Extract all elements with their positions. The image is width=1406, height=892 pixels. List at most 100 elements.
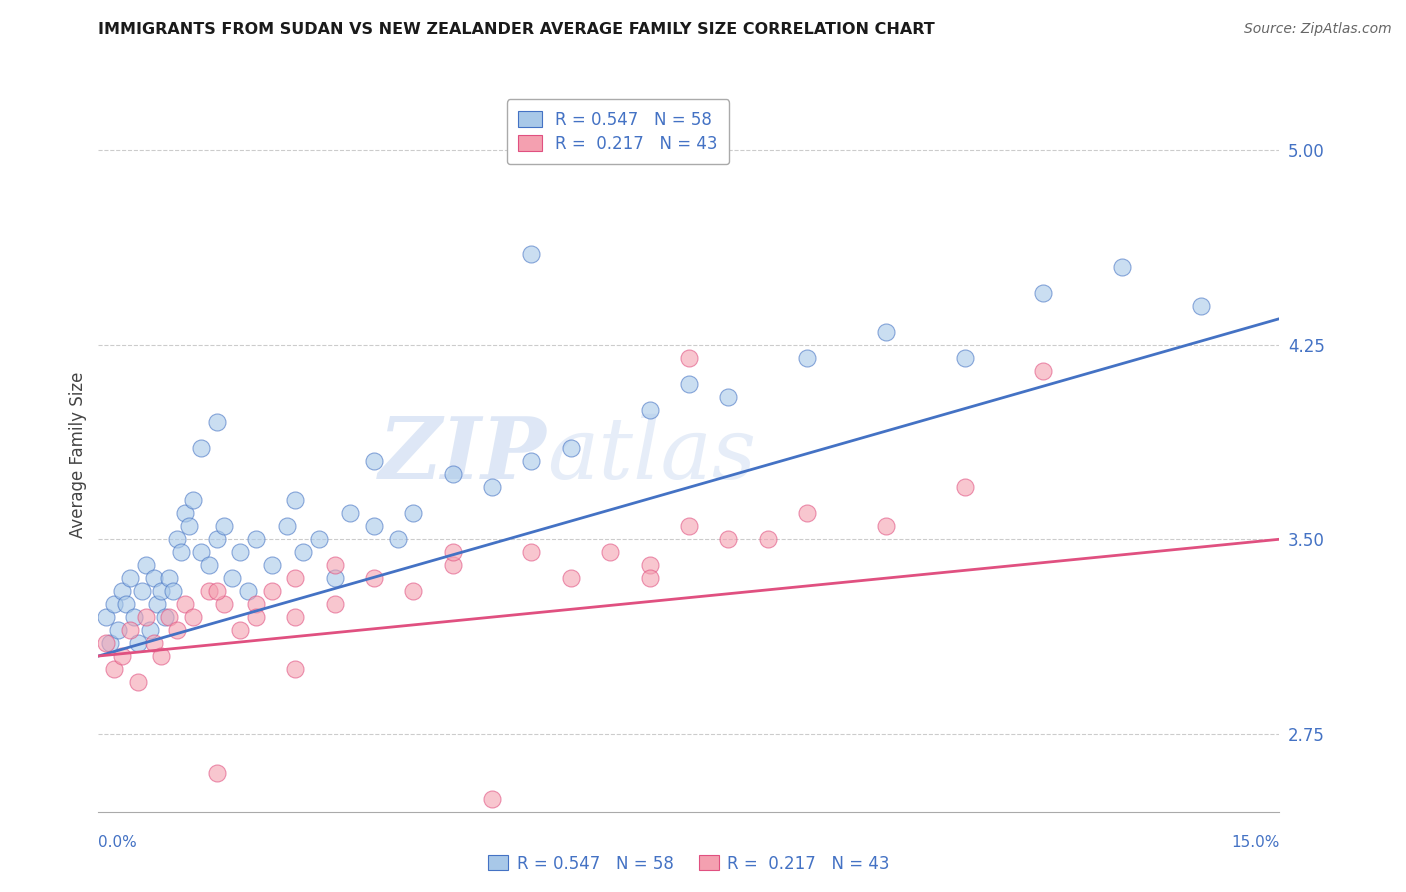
Point xyxy=(142,571,165,585)
Point xyxy=(284,662,307,676)
Point xyxy=(155,610,177,624)
Text: 0.0%: 0.0% xyxy=(98,836,138,850)
Point xyxy=(229,623,252,637)
Point xyxy=(181,493,204,508)
Point xyxy=(135,610,157,624)
Point xyxy=(166,533,188,547)
Point xyxy=(131,584,153,599)
Text: 15.0%: 15.0% xyxy=(1232,836,1279,850)
Point xyxy=(363,571,385,585)
Point xyxy=(118,571,141,585)
Point xyxy=(756,533,779,547)
Point xyxy=(103,597,125,611)
Point xyxy=(953,351,976,365)
Point xyxy=(157,571,180,585)
Point xyxy=(96,636,118,650)
Point xyxy=(127,636,149,650)
Point xyxy=(111,584,134,599)
Point xyxy=(953,480,976,494)
Point xyxy=(135,558,157,573)
Text: ZIP: ZIP xyxy=(380,413,547,497)
Point xyxy=(481,791,503,805)
Point xyxy=(284,571,307,585)
Point xyxy=(142,636,165,650)
Legend: R = 0.547   N = 58, R =  0.217   N = 43: R = 0.547 N = 58, R = 0.217 N = 43 xyxy=(506,99,730,164)
Point xyxy=(796,506,818,520)
Point xyxy=(402,584,425,599)
Point xyxy=(174,506,197,520)
Point xyxy=(520,454,543,468)
Point xyxy=(323,558,346,573)
Point xyxy=(875,519,897,533)
Point xyxy=(214,597,236,611)
Point xyxy=(717,390,740,404)
Point xyxy=(308,533,330,547)
Point xyxy=(236,584,259,599)
Point xyxy=(205,416,228,430)
Point xyxy=(138,623,160,637)
Point xyxy=(284,610,307,624)
Point xyxy=(127,675,149,690)
Point xyxy=(157,610,180,624)
Point xyxy=(875,325,897,339)
Point xyxy=(107,623,129,637)
Point xyxy=(166,623,188,637)
Point xyxy=(339,506,361,520)
Point xyxy=(638,571,661,585)
Point xyxy=(520,247,543,261)
Point xyxy=(98,636,121,650)
Point xyxy=(146,597,169,611)
Legend: R = 0.547   N = 58, R =  0.217   N = 43: R = 0.547 N = 58, R = 0.217 N = 43 xyxy=(482,848,896,880)
Point xyxy=(96,610,118,624)
Point xyxy=(221,571,243,585)
Point xyxy=(796,351,818,365)
Point xyxy=(678,376,700,391)
Point xyxy=(170,545,193,559)
Point xyxy=(197,584,219,599)
Point xyxy=(150,648,173,663)
Point xyxy=(260,584,283,599)
Point xyxy=(363,519,385,533)
Point xyxy=(481,480,503,494)
Point xyxy=(363,454,385,468)
Point xyxy=(1111,260,1133,274)
Point xyxy=(197,558,219,573)
Point xyxy=(638,558,661,573)
Point xyxy=(323,571,346,585)
Point xyxy=(245,533,267,547)
Point xyxy=(276,519,298,533)
Point xyxy=(717,533,740,547)
Point xyxy=(177,519,200,533)
Point xyxy=(214,519,236,533)
Point xyxy=(441,558,464,573)
Text: IMMIGRANTS FROM SUDAN VS NEW ZEALANDER AVERAGE FAMILY SIZE CORRELATION CHART: IMMIGRANTS FROM SUDAN VS NEW ZEALANDER A… xyxy=(98,22,935,37)
Point xyxy=(174,597,197,611)
Point xyxy=(284,493,307,508)
Point xyxy=(441,545,464,559)
Point xyxy=(181,610,204,624)
Point xyxy=(638,402,661,417)
Text: Source: ZipAtlas.com: Source: ZipAtlas.com xyxy=(1244,22,1392,37)
Point xyxy=(205,533,228,547)
Point xyxy=(1032,285,1054,300)
Point xyxy=(150,584,173,599)
Point xyxy=(103,662,125,676)
Point xyxy=(111,648,134,663)
Point xyxy=(520,545,543,559)
Point xyxy=(560,571,582,585)
Point xyxy=(441,467,464,482)
Point xyxy=(1189,299,1212,313)
Point xyxy=(292,545,315,559)
Point xyxy=(678,351,700,365)
Point xyxy=(190,545,212,559)
Point xyxy=(387,533,409,547)
Point xyxy=(560,442,582,456)
Point xyxy=(115,597,138,611)
Point xyxy=(190,442,212,456)
Point xyxy=(1032,363,1054,377)
Point xyxy=(122,610,145,624)
Point xyxy=(162,584,184,599)
Point xyxy=(678,519,700,533)
Point xyxy=(402,506,425,520)
Point xyxy=(245,610,267,624)
